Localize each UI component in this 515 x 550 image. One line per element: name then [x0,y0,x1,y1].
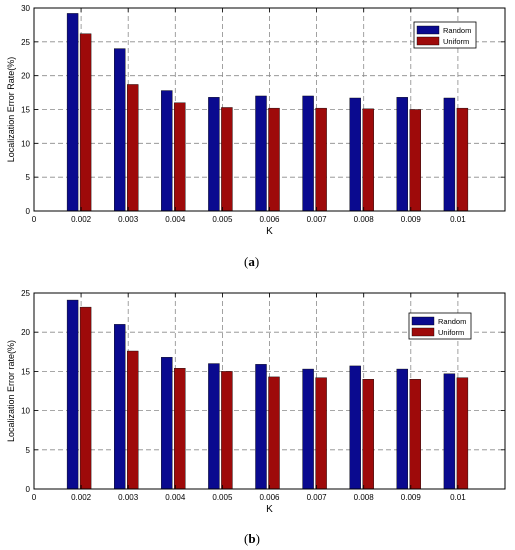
caption-a: (a) [244,254,260,269]
y-tick-label: 5 [26,173,31,182]
y-axis-label: Localization Error rate(%) [6,340,16,442]
bar-random [255,364,267,490]
bar-random [349,365,361,490]
x-tick-label: 0.008 [354,215,375,224]
bar-random [113,324,126,490]
y-tick-label: 15 [21,367,30,376]
chart-a: 0 5 10 15 20 25 30 0 0.002 0.003 0.004 0.005 0.006 0.… [6,4,506,237]
bar-uniform [126,350,139,490]
bar-uniform [362,108,374,212]
bar-uniform [174,102,186,212]
x-tick-label: 0.007 [307,215,328,224]
x-axis-label: K [266,226,273,237]
x-tick-label: 0.009 [401,493,422,502]
x-axis-label: K [266,504,273,515]
bar-random [208,363,220,490]
bar-random [161,357,173,490]
bar-random [302,95,314,212]
y-tick-label: 25 [21,289,30,298]
x-tick-label: 0.007 [307,493,328,502]
bar-random [208,97,220,212]
y-tick-label: 10 [21,407,30,416]
x-origin-label: 0 [32,215,37,224]
x-tick-label: 0.004 [165,493,186,502]
bar-random [443,373,456,490]
x-tick-label: 0.008 [354,493,375,502]
x-tick-label: 0.01 [450,493,466,502]
bar-random [66,299,79,490]
bar-random [66,13,79,212]
bar-uniform [79,306,92,490]
bar-random [349,97,361,212]
y-tick-label: 30 [21,4,30,13]
x-tick-label: 0.005 [212,215,233,224]
x-tick-label: 0.003 [118,493,139,502]
x-tick-label: 0.002 [71,493,92,502]
bar-uniform [362,379,374,490]
bar-uniform [409,109,421,212]
legend-label-uniform: Uniform [443,37,469,46]
bar-random [443,97,456,212]
y-tick-label: 0 [26,207,31,216]
x-tick-label: 0.004 [165,215,186,224]
bar-uniform [315,377,327,490]
x-tick-label: 0.002 [71,215,92,224]
x-tick-label: 0.006 [259,493,280,502]
y-tick-label: 0 [26,485,31,494]
y-tick-label: 20 [21,72,30,81]
bar-random [396,97,408,212]
bar-uniform [268,107,280,212]
y-tick-label: 25 [21,38,30,47]
x-tick-label: 0.005 [212,493,233,502]
chart-b: 0 5 10 15 20 25 0 0.002 0.003 0.004 0.005 0.006 0.00… [6,289,506,515]
caption-b: (b) [244,531,260,546]
x-tick-label: 0.003 [118,215,139,224]
x-origin-label: 0 [32,493,37,502]
legend-swatch-random [411,316,435,326]
bar-uniform [268,376,280,490]
legend-swatch-uniform [416,36,440,46]
y-axis-label: Localization Error Rate(%) [6,57,16,163]
x-tick-label: 0.009 [401,215,422,224]
bar-uniform [174,368,186,490]
bar-uniform [126,84,139,212]
bar-uniform [409,379,421,490]
bar-random [396,368,408,490]
bar-uniform [79,33,92,212]
bar-random [113,48,126,212]
legend-swatch-uniform [411,327,435,337]
bar-random [255,95,267,212]
y-tick-label: 20 [21,328,30,337]
y-tick-label: 5 [26,446,31,455]
legend-swatch-random [416,25,440,35]
bar-uniform [221,371,233,490]
bar-random [302,368,314,490]
bar-uniform [315,107,327,212]
legend-label-random: Random [443,26,471,35]
y-tick-label: 15 [21,106,30,115]
x-tick-label: 0.006 [259,215,280,224]
x-tick-label: 0.01 [450,215,466,224]
bar-uniform [456,377,469,490]
legend-label-uniform: Uniform [438,328,464,337]
bar-random [161,90,173,212]
legend-label-random: Random [438,317,466,326]
bar-uniform [221,107,233,212]
y-tick-label: 10 [21,139,30,148]
bar-uniform [456,107,469,212]
